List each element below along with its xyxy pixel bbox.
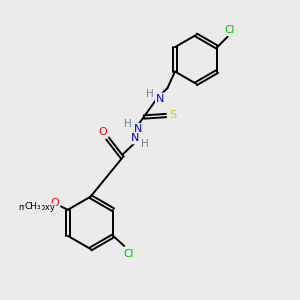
Text: S: S xyxy=(169,110,176,120)
Text: CH₃: CH₃ xyxy=(25,202,41,211)
Text: H: H xyxy=(124,119,132,129)
Text: N: N xyxy=(130,134,139,143)
Text: O: O xyxy=(51,198,59,208)
Text: Cl: Cl xyxy=(224,25,234,35)
Text: H: H xyxy=(146,89,154,99)
Text: O: O xyxy=(99,128,107,137)
Text: H: H xyxy=(141,139,149,149)
Text: methoxy: methoxy xyxy=(18,203,55,212)
Text: Cl: Cl xyxy=(124,249,134,259)
Text: N: N xyxy=(156,94,164,103)
Text: N: N xyxy=(134,124,142,134)
